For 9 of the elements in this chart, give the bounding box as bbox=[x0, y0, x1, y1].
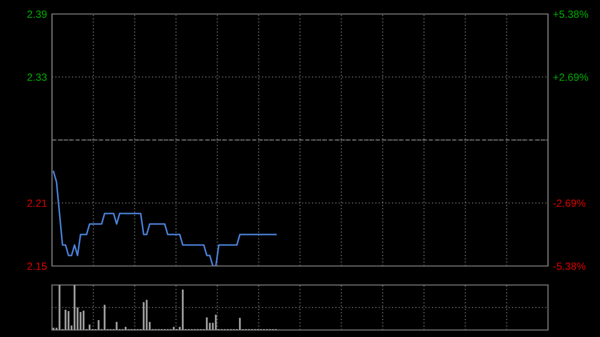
y2-tick-label: -5.38% bbox=[553, 262, 586, 270]
y-tick-label: 2.33 bbox=[27, 74, 47, 81]
y-tick-label: 2.21 bbox=[27, 200, 47, 207]
line-series bbox=[52, 170, 277, 266]
y-tick-label: 2.39 bbox=[27, 10, 47, 18]
y2-tick-label: +5.38% bbox=[553, 10, 588, 18]
y2-tick-label: +2.69% bbox=[553, 74, 588, 81]
y2-tick-label: -2.69% bbox=[553, 200, 586, 207]
y-tick-label: 2.15 bbox=[27, 262, 47, 270]
